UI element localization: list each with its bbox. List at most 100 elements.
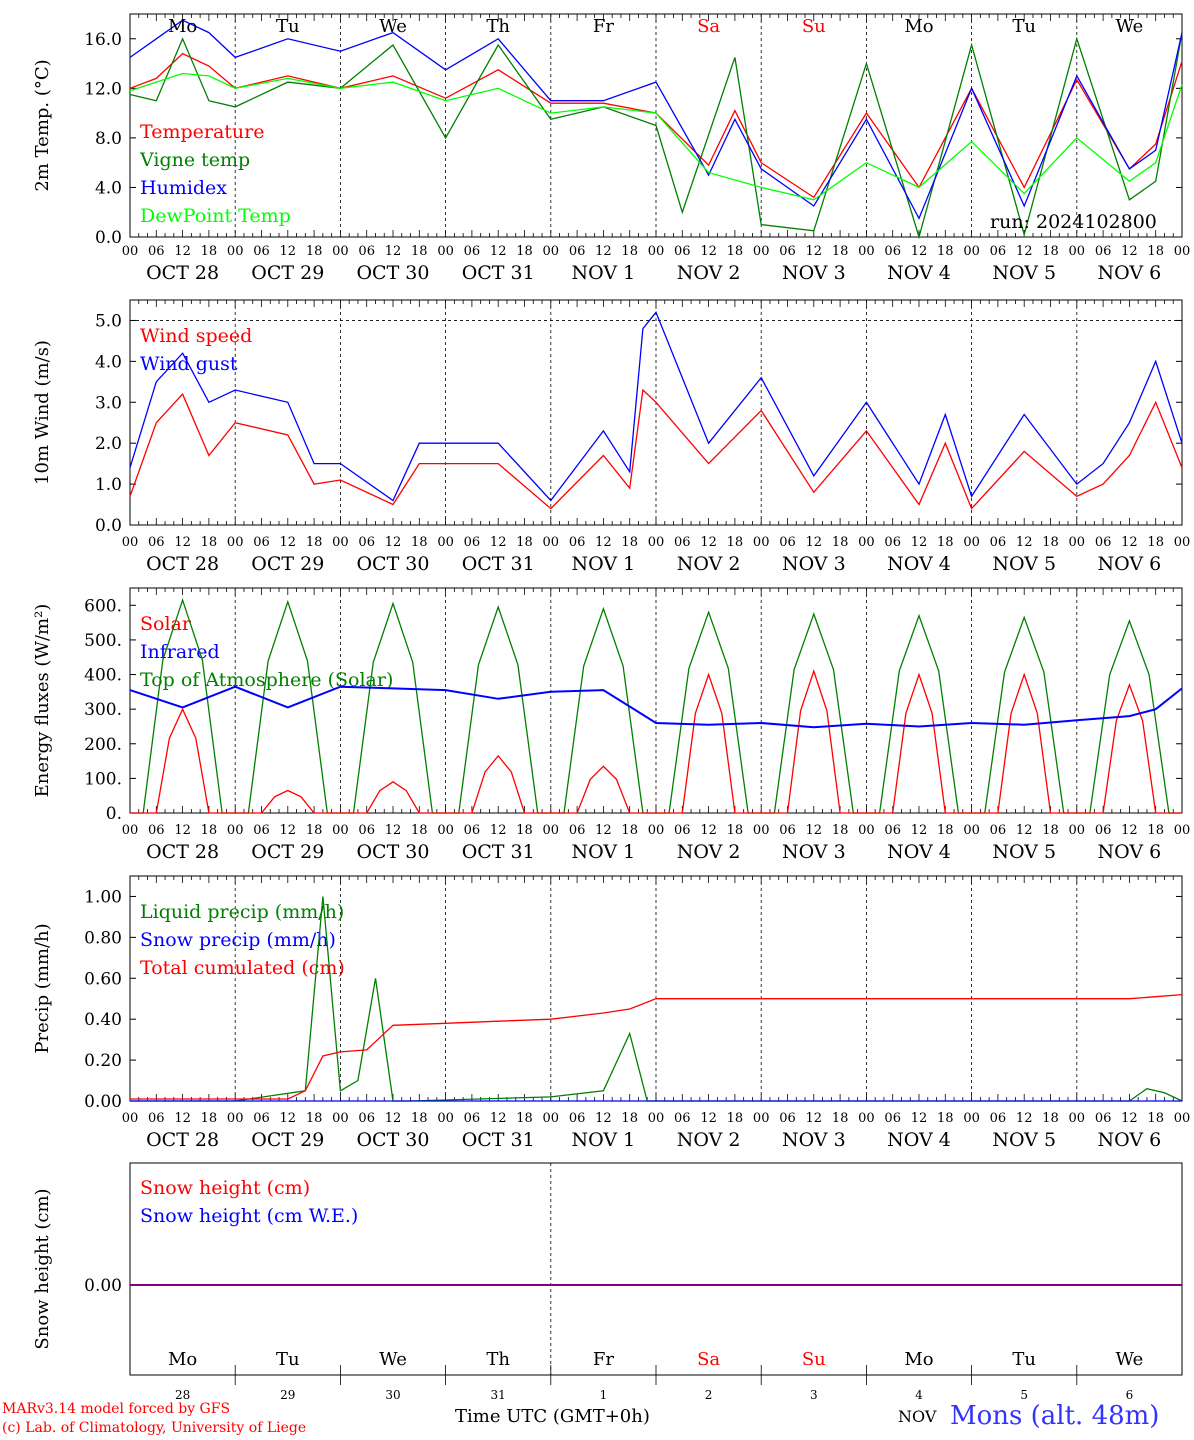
hour-tick-label: 06 [358,244,375,259]
hour-tick-label: 18 [306,1111,323,1126]
hour-tick-label: 18 [306,244,323,259]
weekday-label: Su [802,16,826,37]
hour-tick-label: 06 [674,535,691,550]
hour-tick-label: 18 [621,1111,638,1126]
hour-tick-label: 12 [911,535,928,550]
date-label: OCT 31 [462,262,535,284]
date-label: OCT 29 [251,841,324,863]
series-line [129,311,1183,502]
hour-tick-label: 06 [569,823,586,838]
hour-tick-label: 00 [1069,823,1086,838]
date-label: NOV 3 [782,553,846,575]
day-number-label: 30 [385,1388,400,1402]
legend-entry: Snow height (cm W.E.) [140,1205,358,1227]
hour-tick-label: 06 [990,244,1007,259]
y-tick-label: 600. [84,596,122,616]
hour-tick-label: 12 [595,244,612,259]
day-number-label: 28 [175,1388,190,1402]
y-tick-label: 400. [84,666,122,686]
hour-tick-label: 00 [1069,244,1086,259]
hour-tick-label: 18 [1042,823,1059,838]
hour-tick-label: 06 [253,1111,270,1126]
hour-tick-label: 12 [806,1111,823,1126]
hour-tick-label: 18 [621,244,638,259]
hour-tick-label: 06 [674,1111,691,1126]
hour-tick-label: 06 [358,535,375,550]
hour-tick-label: 06 [779,535,796,550]
day-number-label: 29 [280,1388,295,1402]
hour-tick-label: 06 [148,244,165,259]
y-tick-label: 8.0 [95,129,122,149]
hour-tick-label: 18 [832,244,849,259]
day-number-label: 5 [1020,1388,1028,1402]
hour-tick-label: 00 [1174,823,1191,838]
weekday-label: We [379,16,407,37]
hour-tick-label: 00 [963,535,980,550]
date-label: NOV 4 [887,841,951,863]
y-tick-label: 0.00 [84,1276,122,1296]
weekday-label: Sa [697,1349,720,1370]
date-label: OCT 30 [356,262,429,284]
y-tick-label: 0.80 [84,928,122,948]
legend-entry: Temperature [140,121,264,143]
hour-tick-label: 06 [358,823,375,838]
y-tick-label: 12.0 [84,79,122,99]
hour-tick-label: 00 [122,823,139,838]
day-number-label: 2 [705,1388,713,1402]
hour-tick-label: 18 [516,535,533,550]
date-label: NOV 1 [572,841,636,863]
date-label: NOV 4 [887,262,951,284]
hour-tick-label: 00 [437,535,454,550]
hour-tick-label: 18 [411,823,428,838]
hour-tick-label: 00 [227,823,244,838]
hour-tick-label: 18 [516,244,533,259]
date-label: NOV 6 [1098,841,1162,863]
legend-entry: Liquid precip (mm/h) [140,901,344,923]
date-label: NOV 3 [782,841,846,863]
hour-tick-label: 00 [332,535,349,550]
hour-tick-label: 06 [674,244,691,259]
legend-entry: Snow height (cm) [140,1177,310,1199]
hour-tick-label: 18 [201,244,218,259]
legend-entry: Total cumulated (cm) [140,957,345,979]
legend-entry: Humidex [140,177,227,199]
hour-tick-label: 18 [1042,535,1059,550]
hour-tick-label: 12 [280,823,297,838]
date-label: NOV 4 [887,1129,951,1151]
hour-tick-label: 12 [174,823,191,838]
y-tick-label: 4.0 [95,178,122,198]
hour-tick-label: 18 [937,535,954,550]
hour-tick-label: 00 [332,244,349,259]
hour-tick-label: 00 [543,823,560,838]
day-number-label: 3 [810,1388,818,1402]
hour-tick-label: 00 [648,823,665,838]
weekday-label: Mo [168,1349,197,1370]
hour-tick-label: 18 [201,823,218,838]
hour-tick-label: 06 [884,535,901,550]
legend-entry: Snow precip (mm/h) [140,929,336,951]
hour-tick-label: 12 [700,823,717,838]
time-axis-label: Time UTC (GMT+0h) [455,1406,650,1427]
date-label: OCT 31 [462,1129,535,1151]
hour-tick-label: 12 [595,535,612,550]
series-line [129,685,1183,729]
hour-tick-label: 06 [358,1111,375,1126]
hour-tick-label: 00 [1174,244,1191,259]
date-label: NOV 2 [677,841,741,863]
hour-tick-label: 06 [253,823,270,838]
date-label: NOV 1 [572,553,636,575]
hour-tick-label: 06 [779,244,796,259]
hour-tick-label: 06 [884,1111,901,1126]
hour-tick-label: 12 [911,244,928,259]
y-axis-label: 2m Temp. (°C) [32,59,53,191]
hour-tick-label: 06 [569,244,586,259]
hour-tick-label: 06 [1095,1111,1112,1126]
y-axis-label: Snow height (cm) [32,1188,53,1349]
hour-tick-label: 18 [411,244,428,259]
series-line [130,669,1182,814]
bottom-month: NOV [898,1407,937,1426]
y-tick-label: 0.20 [84,1051,122,1071]
hour-tick-label: 00 [858,1111,875,1126]
weekday-label: Tu [1012,16,1036,37]
hour-tick-label: 06 [1095,823,1112,838]
